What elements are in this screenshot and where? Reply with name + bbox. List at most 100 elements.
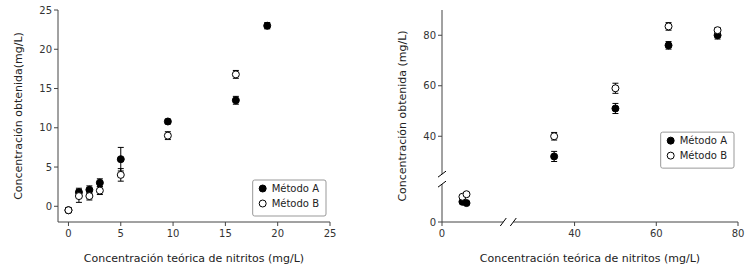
y-axis-line xyxy=(58,10,59,222)
error-bar xyxy=(666,23,672,31)
y-axis-line xyxy=(442,10,443,174)
x-tick-label: 5 xyxy=(118,228,124,239)
x-tick xyxy=(173,222,174,226)
axes: 05101520250510152025 xyxy=(39,5,336,240)
chart: 05101520250510152025Concentración teóric… xyxy=(12,5,336,266)
y-tick xyxy=(54,88,58,89)
error-bar xyxy=(233,96,239,104)
y-tick-label: 20 xyxy=(39,44,52,55)
axis-break xyxy=(438,171,446,177)
point xyxy=(463,191,470,198)
x-axis-label: Concentración teórica de nitritos (mg/L) xyxy=(84,252,304,265)
point xyxy=(612,85,619,92)
axis-break xyxy=(510,218,516,226)
error-bar xyxy=(551,151,557,161)
error-bar xyxy=(118,147,124,171)
point xyxy=(164,132,171,139)
error-bar xyxy=(264,23,270,29)
chart: 0 40 60 80 0 40 60 80 Concentración teórica de n… xyxy=(396,10,744,265)
point xyxy=(96,179,103,186)
axis-break xyxy=(500,218,506,226)
x-tick xyxy=(738,222,739,226)
point xyxy=(551,133,558,140)
point xyxy=(75,193,82,200)
point xyxy=(232,97,239,104)
point xyxy=(714,27,721,34)
error-bar xyxy=(97,187,103,195)
point xyxy=(117,171,124,178)
y-tick-label: 60 xyxy=(423,80,436,91)
x-tick xyxy=(120,222,121,226)
x-axis-line xyxy=(513,222,738,223)
legend-marker xyxy=(259,200,266,207)
x-tick-label: 15 xyxy=(219,228,232,239)
y-tick xyxy=(438,222,442,223)
error-bar xyxy=(551,132,557,140)
error-bar xyxy=(612,83,618,93)
point xyxy=(86,193,93,200)
y-tick xyxy=(438,35,442,36)
point xyxy=(665,23,672,30)
y-tick-label: 5 xyxy=(46,162,52,173)
y-tick xyxy=(54,167,58,168)
legend-label: Método A xyxy=(680,135,727,146)
error-bar xyxy=(76,190,82,203)
legend-marker xyxy=(667,137,674,144)
legend: Método A Método B xyxy=(253,180,326,216)
point xyxy=(612,105,619,112)
y-tick xyxy=(54,49,58,50)
x-tick xyxy=(574,222,575,226)
x-tick-label: 0 xyxy=(65,228,71,239)
y-tick-label: 10 xyxy=(39,122,52,133)
legend-label: Método B xyxy=(272,198,319,209)
legend-frame xyxy=(253,180,326,216)
legend-marker xyxy=(259,185,266,192)
point xyxy=(665,42,672,49)
x-tick-label: 80 xyxy=(732,228,745,239)
y-tick xyxy=(54,10,58,11)
x-tick-label: 60 xyxy=(650,228,663,239)
y-tick xyxy=(438,136,442,137)
y-tick xyxy=(438,85,442,86)
y-tick-label: 0 xyxy=(430,217,436,228)
y-tick xyxy=(54,127,58,128)
error-bar xyxy=(118,169,124,182)
axis-break xyxy=(438,181,446,187)
x-tick xyxy=(330,222,331,226)
legend-label: Método B xyxy=(680,150,727,161)
y-tick-label: 80 xyxy=(423,30,436,41)
point xyxy=(96,187,103,194)
error-bar xyxy=(97,179,103,187)
x-tick-label: 40 xyxy=(568,228,581,239)
point xyxy=(232,71,239,78)
legend: Método A Método B xyxy=(661,132,734,168)
y-tick-label: 15 xyxy=(39,83,52,94)
x-tick xyxy=(442,222,443,226)
legend-label: Método A xyxy=(272,183,319,194)
y-tick xyxy=(54,206,58,207)
x-tick xyxy=(68,222,69,226)
y-tick-label: 40 xyxy=(423,131,436,142)
x-tick-label: 25 xyxy=(324,228,337,239)
plot-area xyxy=(65,22,271,214)
legend-frame xyxy=(661,132,734,168)
point xyxy=(164,118,171,125)
x-axis-line xyxy=(442,222,503,223)
y-tick-label: 0 xyxy=(46,201,52,212)
error-bar xyxy=(233,70,239,78)
error-bar xyxy=(165,132,171,140)
y-axis-label: Concentración obtenida(mg/L) xyxy=(12,32,25,200)
point xyxy=(65,207,72,214)
point xyxy=(463,200,470,207)
point xyxy=(551,153,558,160)
y-tick-label: 25 xyxy=(39,5,52,16)
point xyxy=(264,22,271,29)
legend-marker xyxy=(667,152,674,159)
x-tick xyxy=(656,222,657,226)
figure: 05101520250510152025Concentración teóric… xyxy=(0,0,749,274)
x-tick-label: 0 xyxy=(439,228,445,239)
point xyxy=(65,207,72,214)
x-tick-label: 10 xyxy=(167,228,180,239)
x-axis-label: Concentración teórica de nitritos (mg/L) xyxy=(480,252,700,265)
plot-area xyxy=(459,191,470,207)
